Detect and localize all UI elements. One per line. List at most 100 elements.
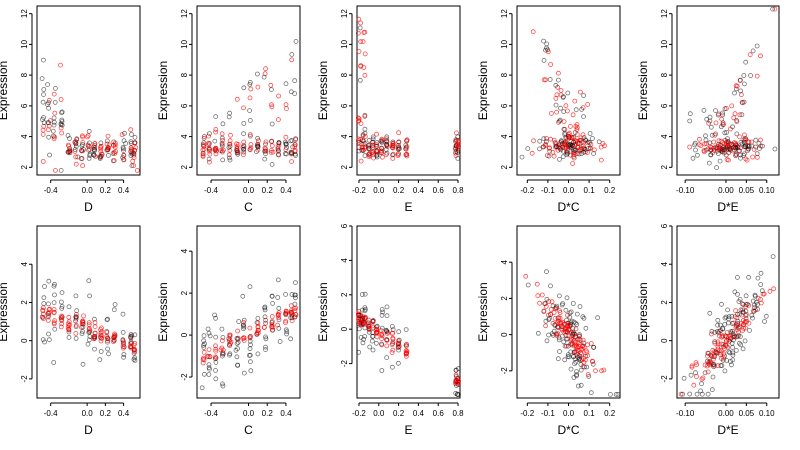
x-tick-label: 0.8	[452, 186, 464, 195]
point-black	[110, 150, 116, 156]
panel-2: -0.4 0.0 0.2 0.4 2 4 6 8 10 12 C Expression	[156, 5, 301, 214]
point-red	[46, 127, 51, 133]
point-black	[356, 326, 362, 332]
point-red	[227, 334, 233, 340]
y-tick-label: 2	[340, 292, 349, 297]
point-black	[59, 290, 65, 296]
point-red	[541, 77, 547, 83]
point-black	[41, 92, 46, 97]
point-red	[707, 359, 713, 365]
point-black	[584, 364, 590, 370]
point-black	[544, 338, 550, 344]
point-red	[554, 109, 559, 115]
point-black	[547, 148, 552, 154]
point-red	[207, 354, 213, 360]
point-black	[718, 124, 724, 130]
point-black	[58, 167, 64, 173]
point-red	[206, 142, 212, 148]
x-tick-label: -0.1	[541, 186, 555, 195]
point-black	[573, 107, 579, 113]
point-black	[41, 115, 46, 120]
point-red	[131, 342, 137, 348]
point-black	[570, 325, 576, 331]
point-black	[578, 362, 584, 368]
point-black	[234, 354, 240, 360]
point-black	[739, 112, 745, 118]
point-black	[558, 105, 563, 111]
point-black	[201, 338, 207, 344]
y-axis-title: Expression	[316, 61, 330, 120]
scatter-points	[39, 57, 140, 173]
point-black	[97, 156, 103, 162]
point-red	[111, 142, 116, 148]
point-red	[565, 333, 571, 338]
point-black	[694, 391, 700, 397]
x-tick-label: 0.4	[118, 409, 130, 418]
point-black	[241, 85, 247, 91]
x-tick-label: 0.4	[280, 186, 292, 195]
point-black	[213, 334, 219, 340]
x-tick-label: -0.1	[541, 409, 555, 418]
point-red	[98, 146, 104, 152]
point-black	[292, 91, 298, 96]
point-black	[52, 281, 57, 287]
point-black	[725, 136, 730, 142]
point-black	[742, 144, 748, 150]
point-black	[715, 322, 720, 328]
point-red	[73, 322, 79, 328]
point-black	[704, 116, 710, 122]
point-red	[98, 330, 104, 336]
point-black	[201, 371, 207, 377]
point-red	[201, 146, 207, 152]
point-black	[92, 316, 97, 322]
point-red	[120, 343, 126, 349]
point-black	[213, 315, 219, 321]
point-black	[269, 293, 275, 299]
x-axis-title: D*E	[717, 423, 738, 437]
point-black	[292, 280, 298, 286]
point-red	[715, 341, 721, 347]
point-red	[570, 112, 576, 118]
point-red	[99, 329, 105, 335]
point-red	[578, 135, 584, 141]
point-red	[751, 146, 757, 152]
point-black	[578, 367, 584, 373]
y-tick-label: 8	[180, 72, 189, 77]
point-red	[733, 152, 739, 158]
point-black	[746, 274, 751, 280]
point-red	[59, 315, 65, 321]
point-black	[680, 391, 685, 397]
point-black	[550, 303, 556, 309]
x-tick-label: 0.05	[739, 186, 755, 195]
point-black	[772, 146, 778, 152]
y-tick-label: 6	[660, 223, 669, 228]
point-black	[384, 313, 390, 319]
point-red	[46, 307, 52, 313]
point-black	[560, 333, 565, 339]
y-tick-label: 8	[500, 72, 509, 77]
point-black	[362, 126, 368, 132]
y-tick-label: -2	[180, 373, 189, 381]
point-red	[355, 30, 361, 36]
point-black	[46, 278, 52, 284]
y-tick-label: 6	[340, 223, 349, 228]
point-black	[542, 301, 547, 307]
point-black	[395, 143, 401, 148]
point-black	[563, 307, 569, 313]
point-black	[557, 156, 562, 162]
point-red	[573, 326, 579, 332]
scatter-points	[523, 269, 621, 397]
point-black	[41, 57, 46, 63]
point-black	[132, 140, 138, 146]
point-red	[571, 338, 577, 344]
point-black	[40, 99, 46, 105]
point-black	[770, 6, 775, 12]
point-black	[97, 154, 103, 160]
point-red	[131, 347, 137, 353]
point-black	[722, 106, 728, 112]
point-red	[384, 136, 389, 142]
point-black	[726, 314, 732, 320]
point-black	[573, 320, 578, 326]
point-red	[585, 102, 590, 107]
point-red	[51, 320, 57, 326]
